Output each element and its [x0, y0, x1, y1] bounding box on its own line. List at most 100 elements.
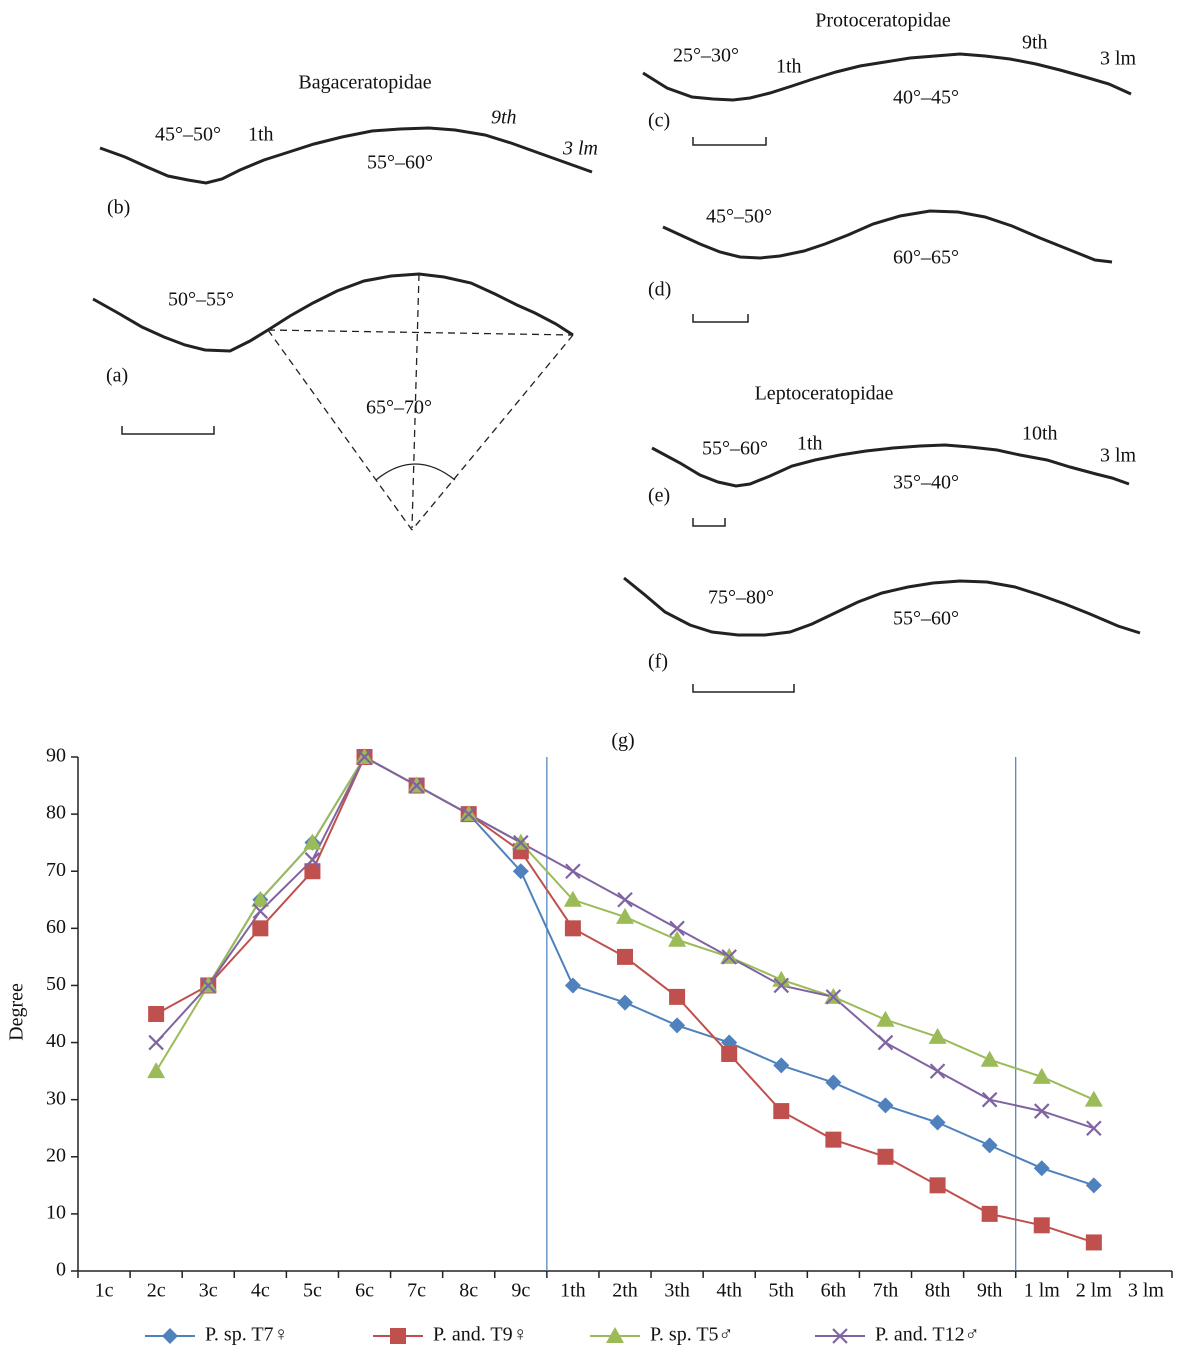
point: [876, 1010, 895, 1027]
y-tick-label: 70: [46, 859, 66, 881]
point: [617, 948, 633, 965]
angle-label: 65°–70°: [366, 397, 432, 419]
point: [564, 920, 581, 937]
point: [200, 977, 217, 994]
point: [252, 903, 269, 919]
y-tick-label: 30: [46, 1087, 66, 1109]
x-tick-label: 9th: [977, 1280, 1003, 1302]
legend-label: P. and. T9♀: [433, 1324, 528, 1346]
point: [304, 863, 321, 880]
point: [1033, 1217, 1050, 1234]
point: [825, 989, 842, 1005]
x-tick-label: 7th: [873, 1280, 899, 1302]
scale-bar: [121, 426, 215, 435]
legend-item: P. and. T9♀: [373, 1324, 528, 1346]
scale-bar: [692, 137, 767, 146]
x-tick-label: 8th: [925, 1280, 951, 1302]
point: [929, 1177, 946, 1194]
curve: [651, 443, 1130, 488]
vertebra-label: 3 lm: [1100, 445, 1137, 467]
curve: [623, 576, 1141, 637]
point: [929, 1063, 946, 1079]
diagram-panels: Bagaceratopidae 45°–50° 1th 9th 3 lm 55°…: [92, 10, 1141, 693]
point: [1033, 1103, 1050, 1119]
point: [981, 1205, 998, 1222]
angle-label: 50°–55°: [168, 289, 234, 311]
point: [668, 930, 687, 947]
x-tick-label: 1c: [95, 1280, 114, 1302]
point: [617, 994, 633, 1011]
point: [460, 806, 477, 822]
legend-marker: [606, 1327, 624, 1343]
angle-label: 75°–80°: [708, 587, 774, 609]
angle-label: 35°–40°: [893, 472, 959, 494]
x-tick-label: 3 lm: [1128, 1280, 1165, 1302]
point: [669, 920, 685, 937]
x-tick-label: 2th: [612, 1280, 638, 1302]
angle-label: 55°–60°: [367, 152, 433, 174]
family-title: Protoceratopidae: [815, 10, 951, 32]
point: [565, 863, 581, 879]
panel-label: (c): [648, 110, 670, 132]
panel-label: (g): [611, 730, 634, 752]
point: [825, 1131, 842, 1148]
y-tick-label: 50: [46, 973, 66, 995]
point: [148, 1034, 164, 1051]
scale-bar: [692, 684, 795, 693]
x-tick-label: 2 lm: [1076, 1280, 1113, 1302]
point: [513, 834, 529, 851]
vertebra-label: 9th: [491, 107, 517, 129]
point: [877, 1034, 894, 1051]
x-tick-label: 6c: [355, 1280, 374, 1302]
x-tick-label: 1th: [560, 1280, 586, 1302]
point: [669, 988, 686, 1005]
x-tick-label: 2c: [147, 1280, 166, 1302]
series-line: [155, 755, 1095, 1101]
x-tick-label: 5th: [769, 1280, 795, 1302]
angle-label: 60°–65°: [893, 247, 959, 269]
point: [773, 977, 790, 994]
point: [148, 1006, 165, 1022]
y-axis-label: Degree: [6, 983, 28, 1041]
point: [564, 977, 581, 994]
angle-label: 55°–60°: [702, 438, 768, 460]
vertebra-label: 1th: [248, 124, 274, 146]
vertebra-label: 1th: [776, 56, 802, 78]
point: [304, 852, 321, 868]
legend-marker: [390, 1328, 406, 1344]
angle-label: 55°–60°: [893, 608, 959, 630]
point: [563, 890, 582, 907]
angle-construction: [267, 273, 574, 531]
vertebra-label: 9th: [1022, 32, 1048, 54]
curve: [92, 272, 574, 353]
point: [981, 1091, 998, 1108]
point: [981, 1137, 998, 1154]
legend-label: P. and. T12♂: [875, 1324, 980, 1346]
x-tick-label: 9c: [511, 1280, 530, 1302]
series-line: [207, 755, 1095, 1187]
y-tick-label: 80: [46, 802, 66, 824]
point: [616, 907, 634, 924]
panel-label: (e): [648, 485, 670, 507]
point: [721, 1045, 738, 1062]
scale-bar: [692, 314, 749, 323]
point: [356, 749, 373, 765]
panel-label: (d): [648, 279, 671, 301]
angle-label: 45°–50°: [155, 124, 221, 146]
point: [1085, 1234, 1102, 1251]
point: [877, 1097, 894, 1114]
scale-bar: [692, 518, 726, 527]
panel-label: (f): [648, 651, 668, 673]
x-tick-label: 1 lm: [1024, 1280, 1061, 1302]
y-tick-label: 40: [46, 1030, 66, 1052]
point: [773, 1057, 790, 1074]
point: [1085, 1177, 1102, 1194]
y-tick-label: 60: [46, 916, 66, 938]
point: [617, 892, 633, 908]
angle-label: 25°–30°: [673, 45, 739, 67]
point: [929, 1114, 946, 1131]
point: [1033, 1160, 1050, 1177]
legend-label: P. sp. T5♂: [650, 1324, 734, 1346]
angle-label: 45°–50°: [706, 206, 772, 228]
